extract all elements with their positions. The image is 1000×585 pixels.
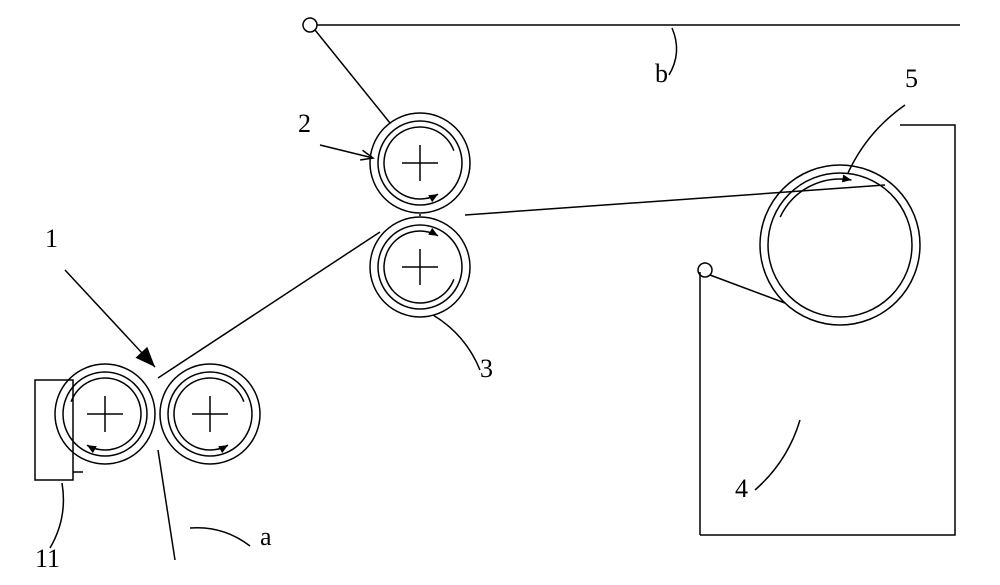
webline-seg_a [158, 450, 175, 560]
roller-upper_pair_bot [370, 217, 470, 317]
leader-lead_4 [755, 420, 800, 490]
leader-lead_2 [320, 145, 373, 160]
pulley-tiny_top [303, 18, 317, 32]
roller-lower_left_left [55, 364, 155, 464]
webline-seg_mid_to_tiny [315, 30, 390, 123]
label-lb: b [655, 59, 668, 89]
label-la: a [260, 522, 272, 552]
leader-lead_b [669, 28, 677, 75]
roller-upper_pair_top [370, 113, 470, 213]
label-l2: 2 [298, 109, 311, 139]
rotation-arc [780, 179, 851, 217]
leader-lead_a [190, 528, 250, 546]
label-l3: 3 [480, 354, 493, 384]
diagram-canvas: 1 2 3 4 5 11 a b [0, 0, 1000, 585]
diagram-svg [0, 0, 1000, 585]
label-l1: 1 [45, 224, 58, 254]
label-l5: 5 [905, 64, 918, 94]
leader-lead_1 [65, 270, 155, 367]
webline-seg_mid_to_big [465, 185, 885, 215]
roller-large_right [760, 165, 920, 325]
label-l4: 4 [735, 474, 748, 504]
leader-lead_3 [433, 315, 480, 370]
webline-seg_a_to_midrolls [158, 232, 380, 378]
rotation-arrowhead [842, 175, 852, 183]
leader-lead_5 [848, 105, 905, 173]
label-l11: 11 [35, 544, 60, 574]
leader-lead_11 [50, 483, 63, 548]
roller-lower_left_right [160, 364, 260, 464]
